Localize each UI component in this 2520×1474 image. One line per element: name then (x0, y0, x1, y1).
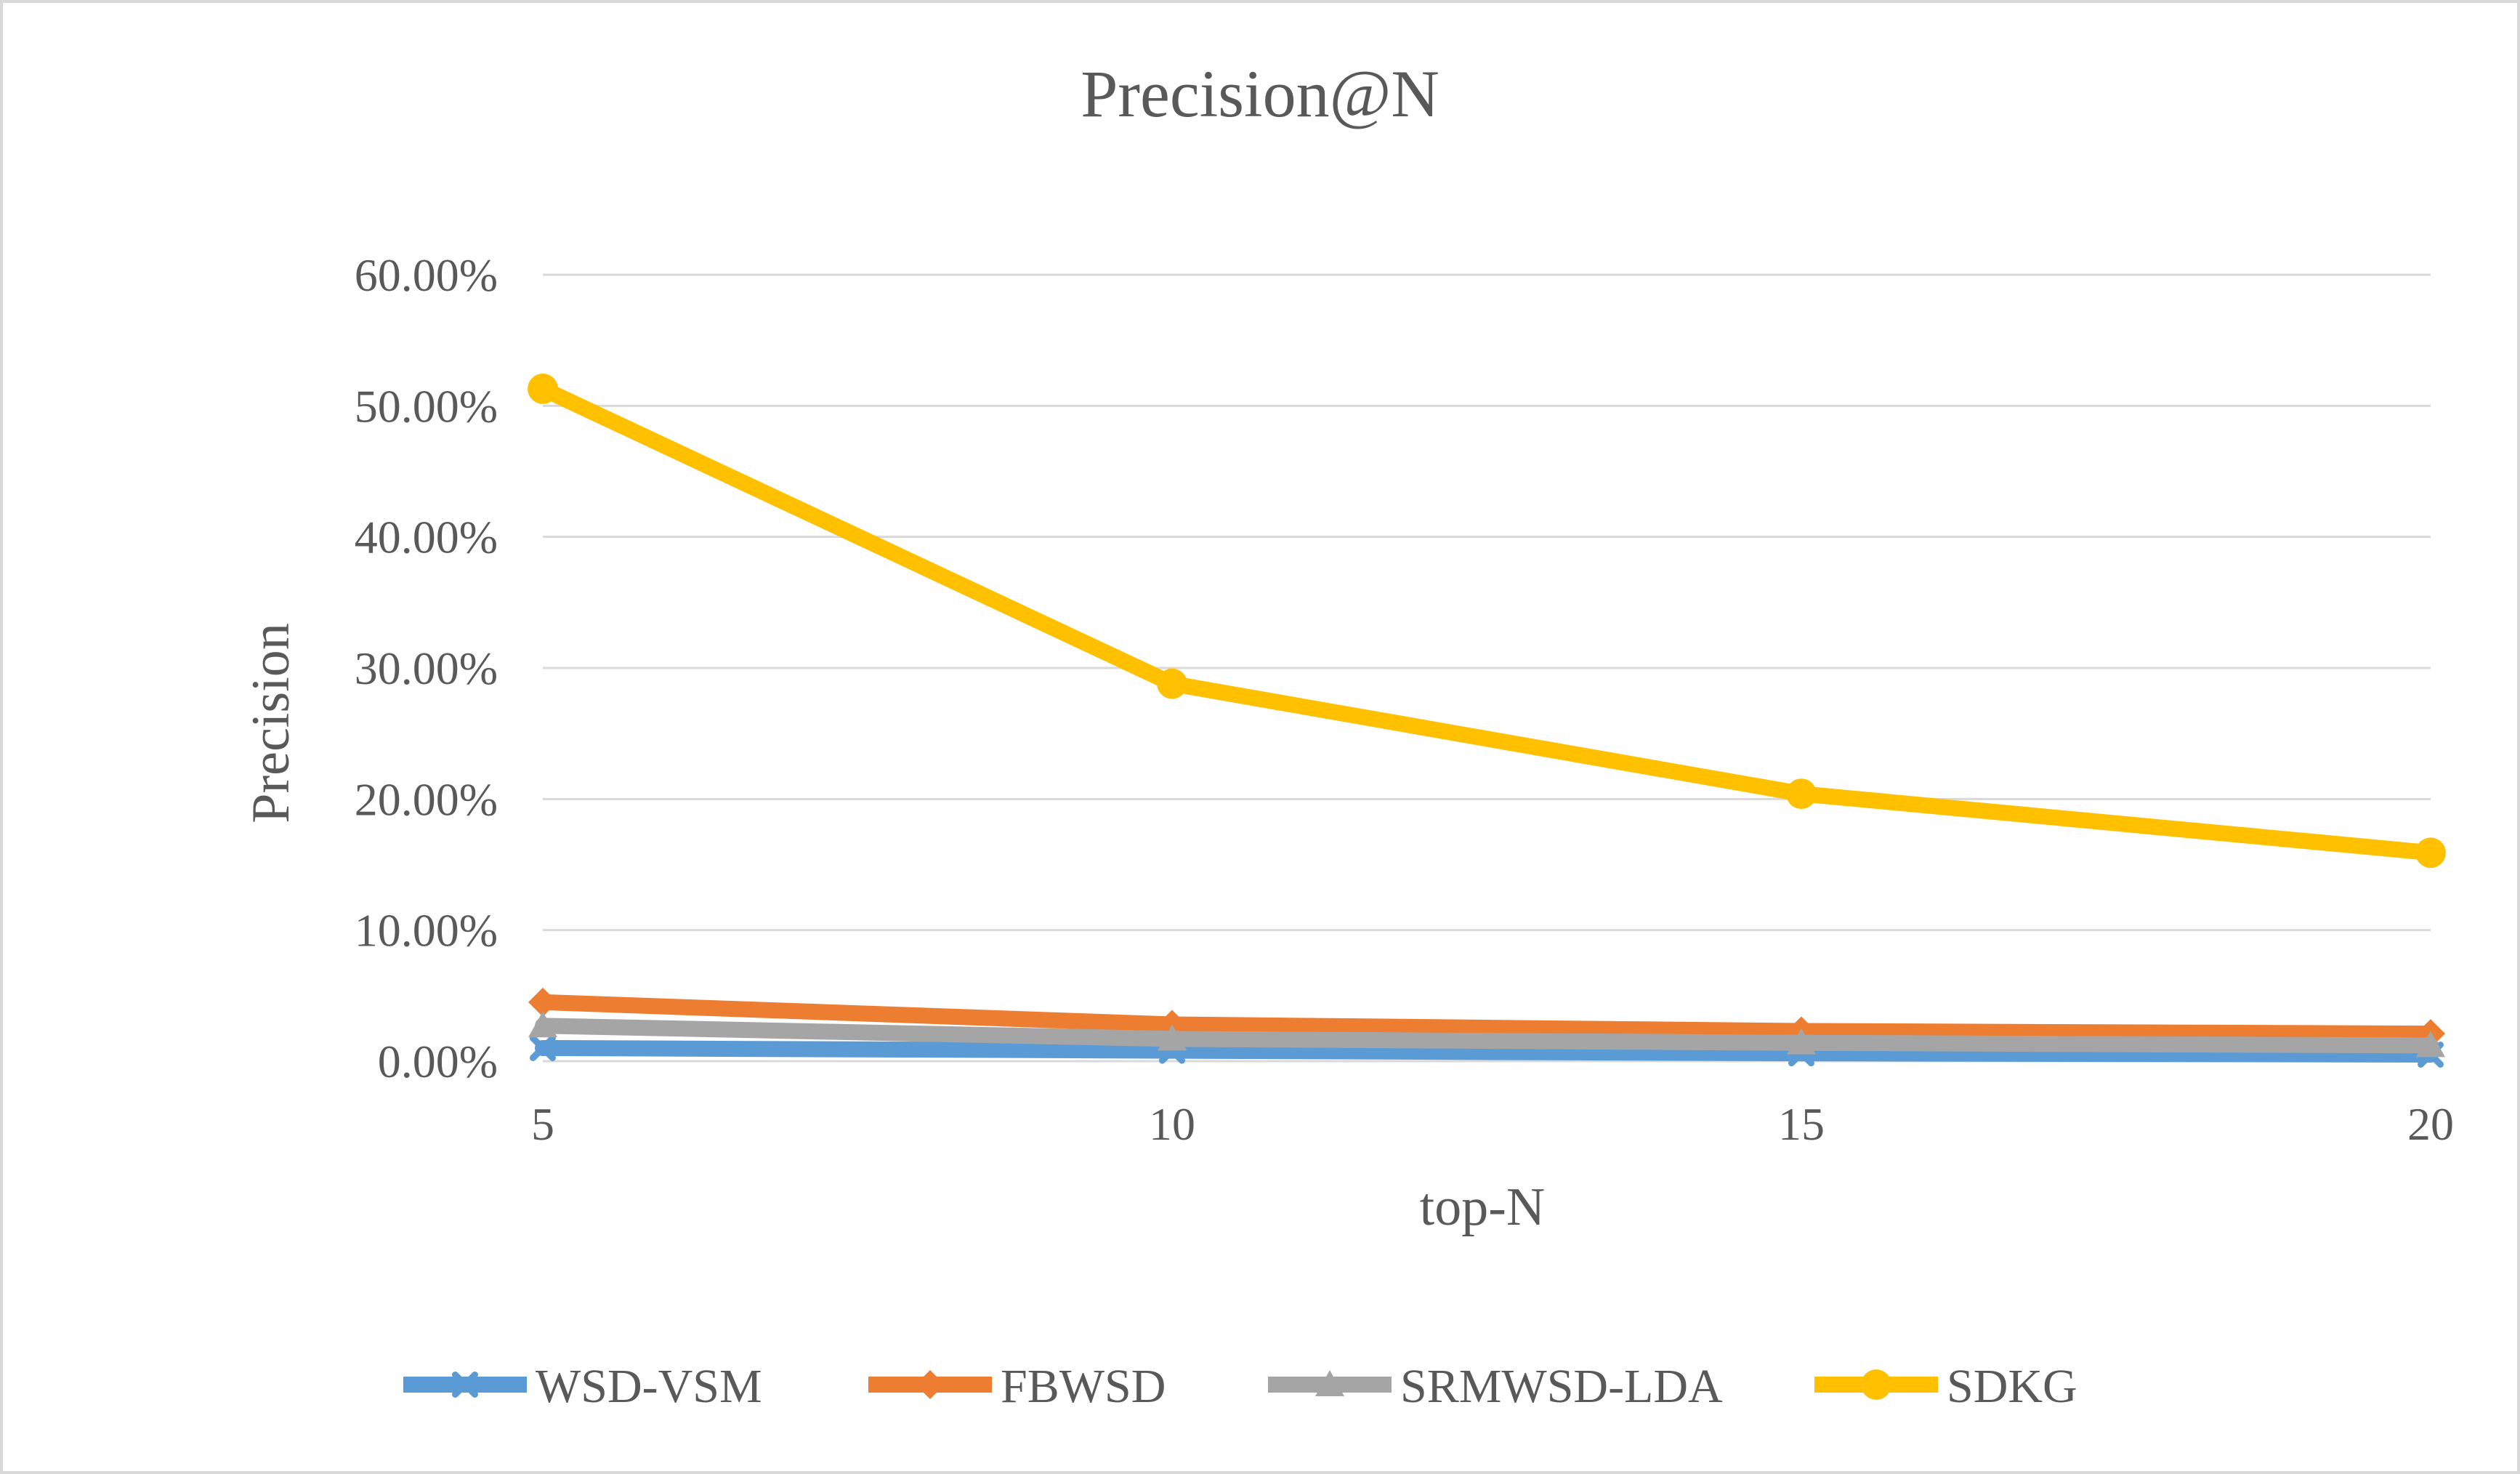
data-point-wsd-vsm (530, 1034, 556, 1061)
x-tick-labels: 5 10 15 20 (531, 1098, 2454, 1150)
data-point-srmwsd-lda (1787, 1028, 1816, 1055)
legend-marker-wsd-vsm (452, 1372, 478, 1398)
y-tick-label: 60.00% (355, 249, 498, 301)
legend: WSD-VSM FBWSD SRMWSD-LDA SDKG (403, 1360, 2077, 1413)
data-point-sdkg (1786, 778, 1817, 810)
legend-item-wsd-vsm: WSD-VSM (403, 1360, 762, 1413)
legend-marker-sdkg (1861, 1369, 1891, 1400)
x-tick-label: 5 (531, 1098, 554, 1150)
legend-item-fbwsd: FBWSD (868, 1360, 1166, 1413)
series-line-wsd-vsm (535, 1039, 2439, 1063)
y-axis-title: Precision (241, 623, 301, 823)
y-tick-label: 10.00% (355, 905, 498, 957)
legend-label-fbwsd: FBWSD (1001, 1360, 1166, 1413)
y-tick-label: 40.00% (355, 512, 498, 563)
y-tick-label: 50.00% (355, 380, 498, 432)
legend-label-sdkg: SDKG (1947, 1360, 2077, 1413)
series-line-srmwsd-lda (535, 1018, 2439, 1054)
gridlines (543, 273, 2431, 1063)
series-layer (528, 373, 2446, 1068)
legend-marker-srmwsd-lda (1315, 1370, 1344, 1396)
legend-marker-fbwsd (916, 1370, 945, 1399)
legend-label-wsd-vsm: WSD-VSM (536, 1360, 762, 1413)
y-tick-labels: 0.00% 10.00% 20.00% 30.00% 40.00% 50.00% 60.00… (355, 249, 498, 1087)
chart-title: Precision@N (1081, 57, 1439, 131)
series-srmwsd-lda (528, 1011, 2445, 1058)
y-tick-label: 20.00% (355, 773, 498, 825)
x-axis-title: top-N (1420, 1177, 1546, 1237)
series-sdkg (528, 373, 2446, 869)
data-point-srmwsd-lda (1158, 1024, 1187, 1051)
data-point-sdkg (1157, 668, 1187, 699)
data-point-fbwsd (528, 987, 557, 1017)
y-tick-label: 0.00% (378, 1036, 498, 1087)
x-tick-label: 10 (1149, 1098, 1195, 1150)
data-point-srmwsd-lda (528, 1011, 557, 1038)
x-tick-label: 15 (1778, 1098, 1825, 1150)
data-point-sdkg (2415, 837, 2446, 869)
data-point-sdkg (528, 373, 558, 404)
y-tick-label: 30.00% (355, 643, 498, 694)
data-point-srmwsd-lda (2416, 1031, 2445, 1058)
series-line-fbwsd (535, 994, 2439, 1042)
x-tick-label: 20 (2407, 1098, 2454, 1150)
legend-item-sdkg: SDKG (1814, 1360, 2077, 1413)
legend-label-srmwsd-lda: SRMWSD-LDA (1400, 1360, 1723, 1413)
legend-item-srmwsd-lda: SRMWSD-LDA (1268, 1360, 1723, 1413)
series-line-sdkg (535, 380, 2439, 861)
